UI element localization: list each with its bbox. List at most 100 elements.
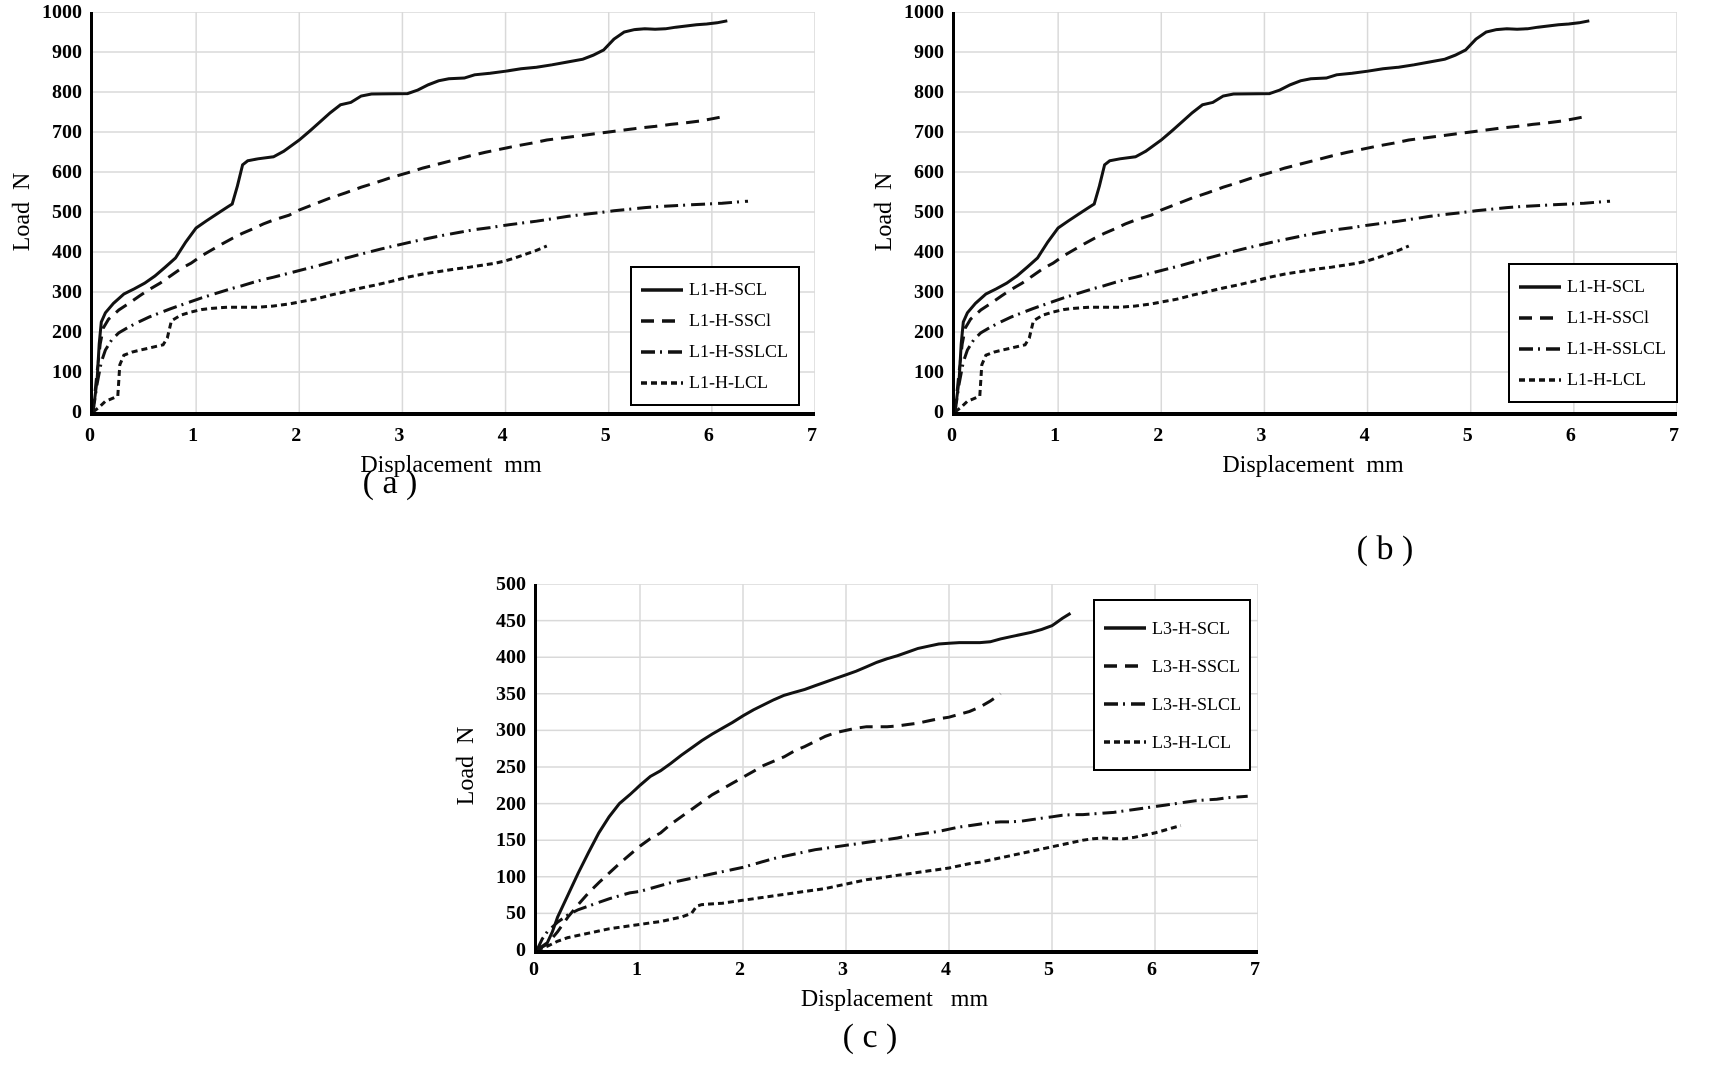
x-tick: 7	[1669, 424, 1679, 446]
y-tick: 800	[52, 81, 82, 103]
y-tick: 0	[934, 401, 944, 423]
x-tick: 5	[1462, 424, 1473, 446]
series-L1-H-SSLCL	[93, 199, 749, 412]
y-tick: 0	[516, 939, 526, 961]
x-tick: 6	[1147, 958, 1157, 980]
y-tick: 250	[496, 756, 526, 778]
panel-caption-a: ( a )	[362, 464, 418, 501]
legend-label: L1-H-SSCl	[1567, 307, 1650, 327]
x-tick: 2	[735, 958, 745, 980]
dotted-line-icon	[1519, 377, 1561, 382]
y-axis-title: Load N	[453, 726, 479, 806]
x-tick: 3	[838, 958, 848, 980]
legend-item: L3-H-LCL	[1095, 723, 1249, 761]
dashdot-line-icon	[1519, 346, 1561, 351]
y-tick: 300	[52, 281, 82, 303]
y-tick: 500	[496, 573, 526, 595]
y-tick: 700	[914, 121, 944, 143]
y-tick: 200	[52, 321, 82, 343]
y-tick-labels: 0 50 100 150 200 250 300 350 400 450 500	[460, 573, 526, 961]
y-tick: 1000	[904, 1, 944, 23]
legend-item: L1-H-LCL	[632, 367, 798, 398]
series-L3-H-LCL	[537, 824, 1182, 950]
y-tick: 500	[52, 201, 82, 223]
x-tick: 5	[600, 424, 611, 446]
y-tick: 800	[914, 81, 944, 103]
dashed-line-icon	[1519, 315, 1561, 320]
y-tick: 700	[52, 121, 82, 143]
y-tick-labels: 0 100 200 300 400 500 600 700 800 900 1000	[878, 1, 944, 423]
dashed-line-icon	[641, 318, 683, 323]
x-tick: 2	[291, 424, 302, 446]
legend-label: L1-H-LCL	[689, 372, 768, 392]
legend-item: L3-H-SLCL	[1095, 685, 1249, 723]
x-tick-labels: 0 1 2 3 4 5 6 7	[85, 424, 817, 450]
series-L1-H-SSLCL	[955, 199, 1611, 412]
y-tick: 1000	[42, 1, 82, 23]
y-tick: 300	[914, 281, 944, 303]
legend-box: L1-H-SCL L1-H-SSCl L1-H-SSLCL L1-H-LCL	[630, 266, 800, 406]
dashed-line-icon	[1104, 664, 1146, 668]
y-tick: 150	[496, 829, 526, 852]
x-axis-title: Displacement mm	[360, 452, 542, 478]
y-tick: 900	[52, 41, 82, 63]
x-axis-title: Displacement mm	[1222, 452, 1404, 478]
legend-label: L1-H-LCL	[1567, 369, 1646, 389]
legend-label: L1-H-SCL	[689, 279, 767, 299]
y-tick: 350	[496, 682, 526, 705]
y-tick-labels: 0 100 200 300 400 500 600 700 800 900 1000	[16, 1, 82, 423]
x-tick: 2	[1153, 424, 1164, 446]
panel-caption-b: ( b )	[1356, 530, 1414, 567]
dashdot-line-icon	[1104, 702, 1146, 706]
x-tick: 1	[632, 958, 642, 980]
y-tick: 400	[52, 241, 82, 263]
x-tick: 4	[497, 424, 508, 446]
y-tick: 100	[52, 361, 82, 383]
x-tick-labels: 0 1 2 3 4 5 6 7	[947, 424, 1679, 450]
x-tick: 7	[807, 424, 817, 446]
legend-item: L3-H-SCL	[1095, 609, 1249, 647]
legend-item: L3-H-SSCL	[1095, 647, 1249, 685]
panel-caption-c: ( c )	[842, 1018, 898, 1055]
x-tick: 3	[1256, 424, 1267, 446]
legend-box: L1-H-SCL L1-H-SSCl L1-H-SSLCL L1-H-LCL	[1508, 263, 1678, 403]
dotted-line-icon	[641, 380, 683, 385]
x-tick: 4	[1359, 424, 1370, 446]
y-tick: 50	[506, 902, 526, 925]
y-tick: 600	[52, 161, 82, 183]
legend-label: L3-H-SCL	[1152, 617, 1230, 638]
y-tick: 100	[496, 865, 526, 888]
y-tick: 400	[914, 241, 944, 263]
legend-item: L1-H-SCL	[1510, 271, 1676, 302]
y-tick: 450	[496, 609, 526, 632]
legend-item: L1-H-SSLCL	[1510, 333, 1676, 364]
legend-label: L1-H-SSLCL	[689, 341, 788, 361]
x-tick: 6	[1565, 424, 1576, 446]
legend-item: L1-H-SSCl	[632, 305, 798, 336]
legend-item: L1-H-SSCl	[1510, 302, 1676, 333]
x-tick: 0	[85, 424, 95, 446]
legend-label: L1-H-SSCl	[689, 310, 772, 330]
x-tick: 6	[703, 424, 714, 446]
series-L1-H-SSCl	[955, 114, 1590, 412]
y-tick: 0	[72, 401, 82, 423]
legend-label: L3-H-SLCL	[1152, 693, 1241, 714]
solid-line-icon	[1104, 626, 1146, 630]
x-tick: 0	[947, 424, 957, 446]
x-tick: 1	[1050, 424, 1061, 446]
y-tick: 400	[496, 646, 526, 669]
series-L1-H-LCL	[93, 244, 548, 412]
x-tick-labels: 0 1 2 3 4 5 6 7	[529, 958, 1260, 984]
legend-label: L1-H-SCL	[1567, 276, 1645, 296]
x-axis-title: Displacement mm	[800, 986, 989, 1012]
legend-label: L3-H-LCL	[1152, 731, 1231, 752]
series-L1-H-LCL	[955, 244, 1410, 412]
series-L3-H-SLCL	[537, 794, 1248, 950]
x-tick: 0	[529, 958, 539, 980]
y-tick: 600	[914, 161, 944, 183]
y-tick: 500	[914, 201, 944, 223]
